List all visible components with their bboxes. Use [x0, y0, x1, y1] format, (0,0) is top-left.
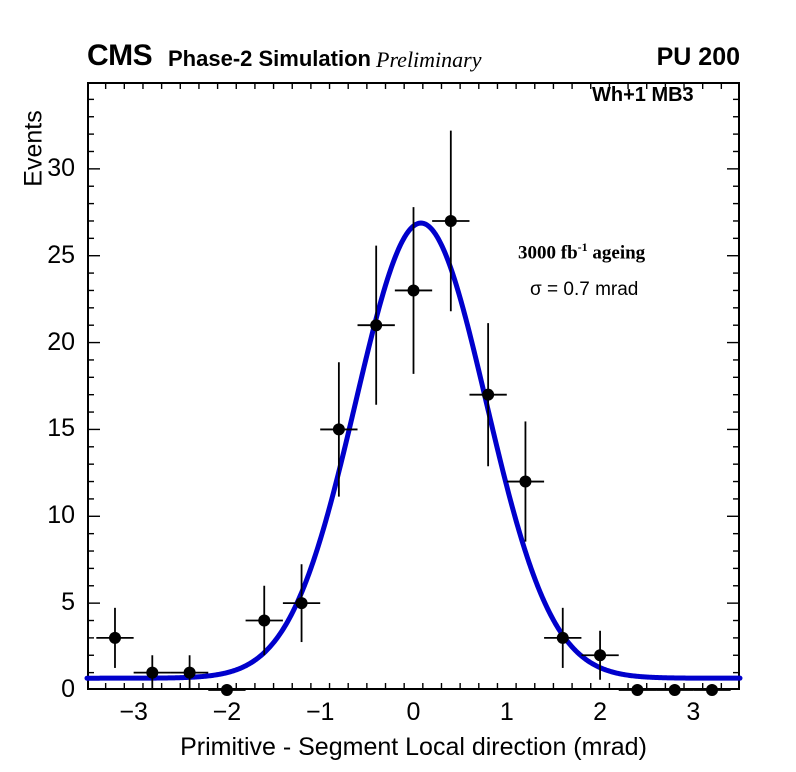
y-tick-label: 0 [61, 675, 75, 703]
y-tick-label: 5 [61, 588, 75, 617]
cms-logo: CMS [87, 39, 153, 72]
y-tick-label: 15 [47, 414, 75, 443]
lumi-exponent: -1 [577, 240, 588, 254]
cms-subtitle: Phase-2 Simulation [168, 46, 371, 71]
y-tick-label: 25 [47, 240, 75, 269]
x-tick-label: 0 [406, 698, 421, 726]
luminosity-label: 3000 fb-1 ageing [518, 240, 645, 264]
x-axis-title: Primitive - Segment Local direction (mra… [180, 733, 647, 761]
x-tick-label: −1 [305, 698, 335, 726]
x-tick-label: −3 [119, 698, 148, 726]
x-tick-label: 3 [686, 698, 701, 726]
cms-header: CMS Phase-2 Simulation Preliminary PU 20… [0, 40, 796, 74]
lumi-value: 3000 fb [518, 242, 578, 264]
lumi-suffix: ageing [587, 242, 646, 264]
x-tick-label: 2 [593, 698, 608, 726]
plot-frame [87, 82, 740, 690]
x-tick-label: 1 [499, 698, 514, 726]
pileup-label: PU 200 [656, 43, 740, 71]
y-tick-label: 30 [47, 153, 75, 182]
sigma-label: σ = 0.7 mrad [530, 279, 639, 300]
region-label: Wh+1 MB3 [592, 84, 694, 106]
x-tick-label: −2 [212, 698, 242, 726]
cms-preliminary-tag: Preliminary [376, 47, 482, 72]
y-tick-label: 20 [47, 327, 75, 356]
y-axis-title: Events [19, 110, 48, 187]
y-tick-label: 10 [47, 501, 75, 530]
